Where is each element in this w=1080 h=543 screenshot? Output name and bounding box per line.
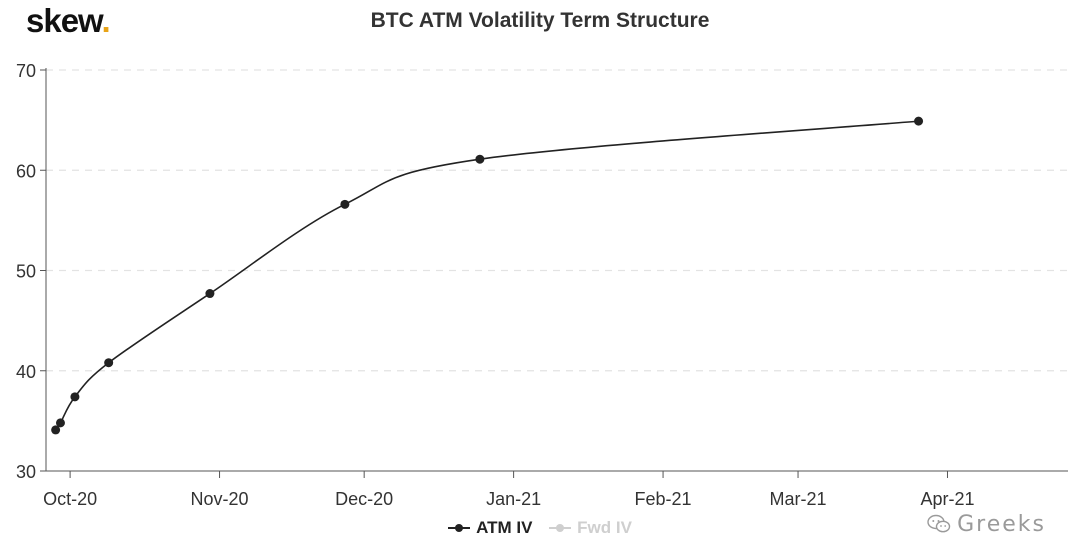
data-point xyxy=(70,392,80,402)
y-tick-label: 70 xyxy=(16,61,36,81)
x-tick-label: Nov-20 xyxy=(191,489,249,509)
chart-legend: ATM IV Fwd IV xyxy=(0,518,1080,539)
series-line-0 xyxy=(54,120,919,431)
legend-marker-fwd-iv xyxy=(549,522,572,534)
data-point xyxy=(104,358,114,368)
data-point xyxy=(205,289,215,299)
x-tick-label: Mar-21 xyxy=(770,489,827,509)
x-tick-label: Oct-20 xyxy=(43,489,97,509)
y-tick-label: 30 xyxy=(16,462,36,482)
x-tick-label: Jan-21 xyxy=(486,489,541,509)
legend-item-fwd-iv[interactable]: Fwd IV xyxy=(549,518,632,538)
legend-marker-atm-iv xyxy=(448,522,471,534)
skew-logo: skew. xyxy=(26,2,111,40)
data-point xyxy=(340,199,350,209)
data-point xyxy=(475,154,485,164)
data-point xyxy=(914,116,924,126)
x-tick-label: Dec-20 xyxy=(335,489,393,509)
legend-item-atm-iv[interactable]: ATM IV xyxy=(448,518,532,538)
brand-name: skew xyxy=(26,2,103,39)
legend-label-atm-iv: ATM IV xyxy=(476,518,533,537)
legend-label-fwd-iv: Fwd IV xyxy=(577,518,632,537)
y-tick-label: 50 xyxy=(16,262,36,282)
data-point xyxy=(51,425,61,435)
y-tick-label: 40 xyxy=(16,362,36,382)
brand-dot: . xyxy=(101,2,111,39)
x-tick-label: Apr-21 xyxy=(920,489,974,509)
y-tick-label: 60 xyxy=(16,161,36,181)
chart-title: BTC ATM Volatility Term Structure xyxy=(0,9,1080,33)
watermark: Greeks xyxy=(927,512,1046,537)
watermark-text: Greeks xyxy=(957,512,1046,537)
data-point xyxy=(55,418,65,428)
wechat-icon xyxy=(927,514,951,533)
chart-title-text: BTC ATM Volatility Term Structure xyxy=(370,9,710,32)
x-tick-label: Feb-21 xyxy=(635,489,692,509)
